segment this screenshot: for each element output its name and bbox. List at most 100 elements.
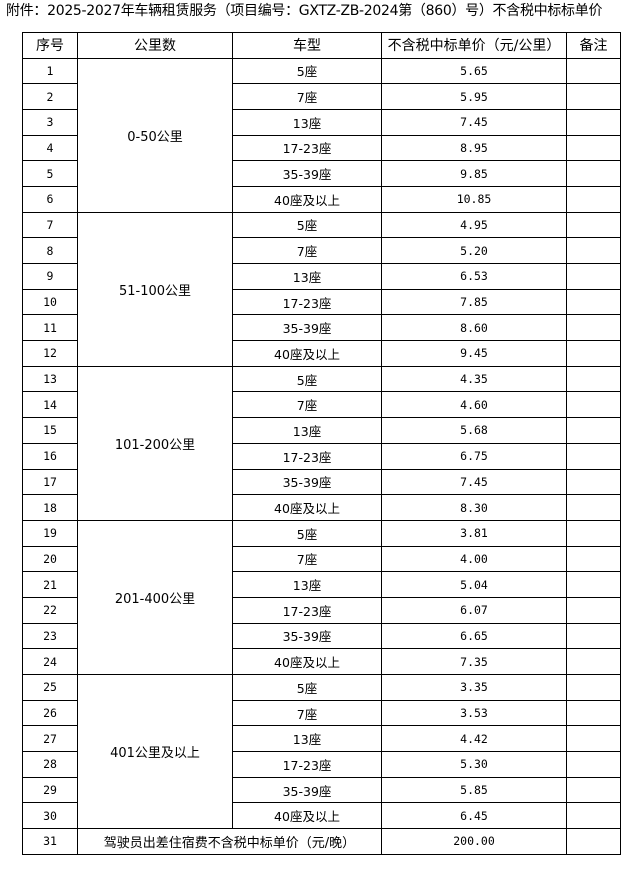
remarks-cell [566, 596, 621, 624]
remarks-cell [566, 365, 621, 393]
unit-price: 6.75 [381, 442, 567, 470]
vehicle-type: 17-23座 [232, 134, 382, 162]
unit-price: 10.85 [381, 185, 567, 213]
remarks-cell [566, 185, 621, 213]
vehicle-type: 40座及以上 [232, 648, 382, 675]
vehicle-type: 13座 [232, 571, 382, 598]
row-number: 20 [22, 545, 78, 573]
vehicle-type: 7座 [232, 83, 382, 110]
remarks-cell [566, 545, 621, 573]
table-row: 24 40座及以上 7.35 [22, 648, 621, 675]
remarks-cell [566, 314, 621, 342]
remarks-cell [566, 340, 621, 367]
row-number: 2 [22, 83, 78, 110]
distance-range: 201-400公里 [77, 519, 233, 676]
vehicle-type: 40座及以上 [232, 802, 382, 830]
distance-range: 101-200公里 [77, 365, 233, 521]
table-row: 15 13座 5.68 [22, 417, 621, 444]
row-number: 9 [22, 263, 78, 290]
remarks-cell [566, 263, 621, 290]
row-number: 8 [22, 237, 78, 264]
remarks-cell [566, 494, 621, 521]
row-number: 17 [22, 468, 78, 496]
row-number: 24 [22, 648, 78, 675]
vehicle-type: 5座 [232, 211, 382, 239]
unit-price: 9.85 [381, 160, 567, 187]
unit-price: 4.42 [381, 725, 567, 753]
vehicle-type: 35-39座 [232, 314, 382, 342]
remarks-cell [566, 134, 621, 162]
table-row: 16 17-23座 6.75 [22, 442, 621, 470]
row-number: 15 [22, 417, 78, 444]
distance-range: 0-50公里 [77, 57, 233, 213]
vehicle-type: 13座 [232, 108, 382, 136]
table-row: 3 13座 7.45 [22, 108, 621, 136]
row-number: 26 [22, 699, 78, 727]
unit-price: 8.30 [381, 494, 567, 521]
table-row: 8 7座 5.20 [22, 237, 621, 264]
vehicle-type: 7座 [232, 237, 382, 264]
remarks-cell [566, 622, 621, 650]
distance-range: 401公里及以上 [77, 673, 233, 830]
table-row: 27 13座 4.42 [22, 725, 621, 753]
row-number: 7 [22, 211, 78, 239]
row-number: 23 [22, 622, 78, 650]
unit-price: 7.35 [381, 648, 567, 675]
vehicle-type: 40座及以上 [232, 185, 382, 213]
remarks-cell [566, 160, 621, 187]
row-number: 12 [22, 340, 78, 367]
row-number: 29 [22, 776, 78, 804]
header-row: 序号 公里数 车型 不含税中标单价（元/公里） 备注 [22, 32, 621, 59]
unit-price: 5.95 [381, 83, 567, 110]
unit-price: 4.00 [381, 545, 567, 573]
row-number: 6 [22, 185, 78, 213]
table-row: 2 7座 5.95 [22, 83, 621, 110]
unit-price: 4.35 [381, 365, 567, 393]
unit-price: 7.45 [381, 108, 567, 136]
remarks-cell [566, 442, 621, 470]
row-number: 3 [22, 108, 78, 136]
vehicle-type: 7座 [232, 699, 382, 727]
header-distance: 公里数 [77, 32, 233, 59]
unit-price: 3.53 [381, 699, 567, 727]
table-body: 1 0-50公里 5座 5.65 2 7座 5.95 3 13座 7.45 4 17-23座 8.95 5… [22, 57, 621, 855]
table-row: 23 35-39座 6.65 [22, 622, 621, 650]
row-number: 30 [22, 802, 78, 830]
document-title: 附件：2025-2027年车辆租赁服务（项目编号：GXTZ-ZB-2024第（8… [6, 3, 603, 19]
remarks-cell [566, 751, 621, 778]
table-row: 7 51-100公里 5座 4.95 [22, 211, 621, 367]
row-number: 10 [22, 288, 78, 316]
remarks-cell [566, 108, 621, 136]
vehicle-type: 5座 [232, 365, 382, 393]
unit-price: 6.65 [381, 622, 567, 650]
unit-price: 4.60 [381, 391, 567, 419]
unit-price: 5.30 [381, 751, 567, 778]
vehicle-type: 5座 [232, 57, 382, 85]
unit-price: 6.07 [381, 596, 567, 624]
header-price: 不含税中标单价（元/公里） [381, 32, 567, 59]
vehicle-type: 35-39座 [232, 622, 382, 650]
unit-price: 5.85 [381, 776, 567, 804]
table-row: 6 40座及以上 10.85 [22, 185, 621, 213]
vehicle-type: 5座 [232, 519, 382, 547]
vehicle-type: 13座 [232, 263, 382, 290]
table-row: 20 7座 4.00 [22, 545, 621, 573]
vehicle-type: 35-39座 [232, 160, 382, 187]
vehicle-type: 13座 [232, 417, 382, 444]
table-row: 17 35-39座 7.45 [22, 468, 621, 496]
table-row: 25 401公里及以上 5座 3.35 [22, 673, 621, 830]
remarks-cell [566, 828, 621, 855]
unit-price: 4.95 [381, 211, 567, 239]
row-number: 22 [22, 596, 78, 624]
table-row: 1 0-50公里 5座 5.65 [22, 57, 621, 213]
remarks-cell [566, 417, 621, 444]
unit-price: 5.04 [381, 571, 567, 598]
accommodation-fee-label: 驾驶员出差住宿费不含税中标单价（元/晚） [77, 828, 382, 855]
table-row: 19 201-400公里 5座 3.81 [22, 519, 621, 676]
remarks-cell [566, 391, 621, 419]
header-remarks: 备注 [566, 32, 621, 59]
unit-price: 8.60 [381, 314, 567, 342]
vehicle-type: 17-23座 [232, 596, 382, 624]
vehicle-type: 7座 [232, 391, 382, 419]
distance-range: 51-100公里 [77, 211, 233, 367]
